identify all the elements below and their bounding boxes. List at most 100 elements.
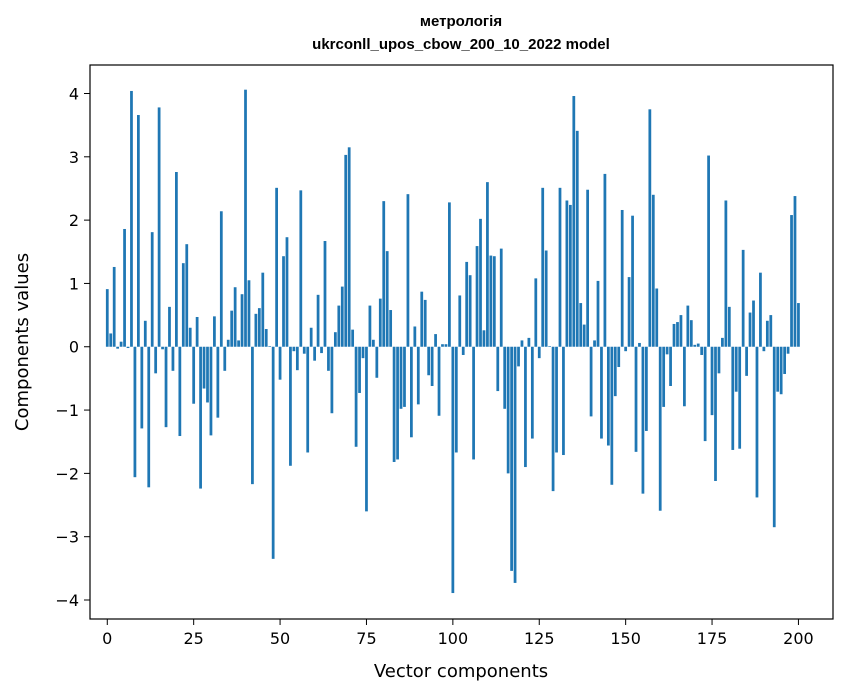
bar-180	[727, 306, 731, 347]
bar-55	[295, 346, 299, 371]
bar-112	[492, 256, 496, 347]
bar-43	[254, 313, 258, 347]
bar-103	[461, 346, 465, 355]
bar-170	[693, 344, 697, 347]
bar-37	[233, 287, 237, 347]
bar-74	[361, 346, 365, 359]
bar-149	[620, 209, 624, 347]
bar-46	[264, 329, 268, 347]
bar-188	[755, 346, 759, 498]
bar-23	[185, 244, 189, 347]
bar-14	[154, 346, 158, 374]
bar-69	[344, 154, 348, 347]
bar-54	[292, 346, 296, 352]
bar-156	[645, 346, 648, 431]
bar-53	[289, 346, 292, 466]
bar-13	[150, 232, 154, 347]
bar-125	[537, 346, 541, 359]
bar-185	[745, 346, 748, 376]
bar-148	[617, 346, 621, 368]
bar-10	[140, 346, 144, 429]
bar-83	[392, 346, 396, 462]
bar-57	[302, 346, 306, 354]
bar-106	[472, 346, 475, 460]
bar-104	[465, 261, 469, 347]
bar-196	[783, 346, 786, 374]
bar-135	[572, 96, 576, 347]
bar-42	[251, 346, 254, 485]
bar-115	[503, 346, 507, 409]
bar-89	[413, 326, 417, 347]
bar-31	[213, 316, 216, 347]
bar-175	[710, 346, 714, 416]
y-tick-label: 4	[69, 84, 79, 103]
bar-192	[769, 315, 773, 347]
bar-186	[748, 312, 752, 347]
bar-94	[430, 346, 434, 386]
bar-6	[126, 346, 130, 349]
bar-63	[323, 241, 327, 347]
bar-113	[496, 346, 500, 392]
bar-183	[738, 346, 742, 449]
y-tick-label: −2	[55, 464, 79, 483]
bar-109	[482, 330, 486, 347]
bar-11	[143, 320, 147, 347]
bar-26	[195, 316, 199, 347]
bar-158	[651, 194, 655, 347]
bar-76	[368, 305, 372, 347]
x-tick-label: 25	[183, 629, 203, 648]
bar-174	[707, 155, 710, 347]
x-axis-label: Vector components	[374, 661, 548, 682]
y-tick-label: 1	[69, 274, 79, 293]
bar-93	[427, 346, 431, 376]
bar-152	[631, 215, 634, 347]
bar-179	[724, 200, 728, 347]
bar-73	[358, 346, 361, 393]
bar-97	[441, 344, 444, 347]
bar-129	[551, 346, 555, 492]
bar-70	[347, 147, 351, 347]
bar-91	[420, 291, 424, 347]
bar-145	[606, 346, 610, 446]
bar-153	[634, 346, 638, 452]
x-axis-ticks: 0 25 50 75 100 125 150 175 200	[102, 619, 814, 648]
bar-99	[448, 202, 451, 347]
bar-159	[655, 288, 659, 347]
bar-110	[486, 182, 489, 347]
bar-34	[223, 346, 227, 371]
bar-65	[330, 346, 334, 414]
bar-131	[558, 187, 562, 347]
bar-9	[137, 115, 140, 347]
bar-116	[506, 346, 510, 474]
x-tick-label: 200	[783, 629, 814, 648]
bar-190	[762, 346, 766, 352]
bar-0	[105, 289, 109, 347]
bar-47	[268, 346, 272, 347]
bar-137	[579, 303, 583, 347]
bar-87	[406, 194, 410, 347]
bar-130	[555, 346, 558, 453]
x-tick-label: 75	[356, 629, 376, 648]
bar-151	[627, 277, 631, 347]
bar-85	[399, 346, 403, 409]
x-tick-label: 0	[102, 629, 112, 648]
bar-38	[237, 340, 240, 347]
x-tick-label: 100	[438, 629, 469, 648]
bar-162	[665, 346, 669, 355]
y-tick-label: −3	[55, 528, 79, 547]
bar-166	[679, 315, 683, 347]
bar-136	[575, 130, 579, 347]
bar-138	[582, 324, 586, 347]
bar-189	[759, 272, 762, 347]
bar-121	[524, 346, 527, 468]
bar-35	[226, 339, 230, 347]
bar-33	[219, 211, 223, 347]
bar-25	[192, 346, 196, 404]
bar-101	[454, 346, 458, 453]
bar-128	[548, 346, 551, 347]
bar-167	[683, 346, 686, 407]
bar-71	[351, 329, 355, 347]
bar-66	[333, 332, 337, 347]
bar-111	[489, 255, 493, 347]
